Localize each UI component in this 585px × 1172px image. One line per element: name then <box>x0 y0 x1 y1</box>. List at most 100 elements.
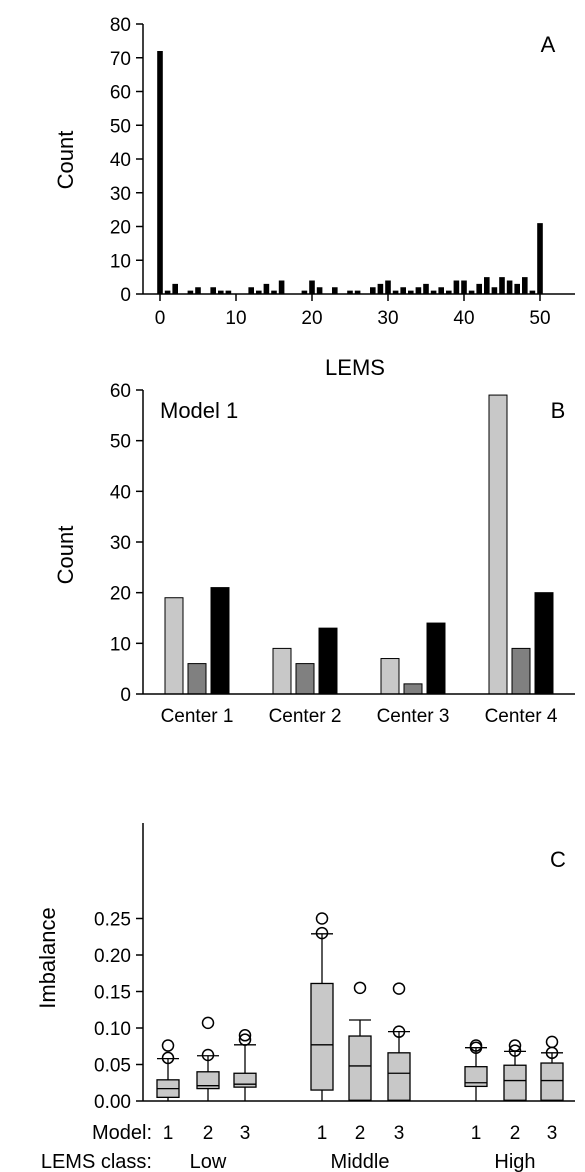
y-tick-label: 20 <box>110 218 131 239</box>
x-tick-label: 10 <box>225 308 246 329</box>
box <box>310 982 334 1091</box>
panel-b-annotation: Model 1 <box>160 398 238 423</box>
histogram-bar <box>468 290 475 294</box>
box <box>540 1062 564 1101</box>
x-tick-label: 0 <box>155 308 166 329</box>
y-tick-label: 30 <box>110 184 131 205</box>
model-label: 3 <box>240 1123 251 1144</box>
bar <box>426 622 446 695</box>
histogram-bar <box>438 287 444 294</box>
bar <box>272 647 292 695</box>
outlier-point <box>392 982 406 995</box>
histogram-bar <box>332 287 338 294</box>
histogram-bar <box>499 277 505 294</box>
box <box>233 1072 257 1088</box>
outlier-point <box>161 1039 175 1052</box>
bar <box>380 658 400 695</box>
bar <box>164 597 184 695</box>
model-label: 2 <box>203 1123 214 1144</box>
y-tick-label: 60 <box>110 83 131 104</box>
box <box>464 1066 488 1088</box>
category-label: Center 1 <box>161 706 234 727</box>
histogram-bar <box>453 280 460 294</box>
y-tick-label: 0.20 <box>94 946 131 967</box>
panel-c-boxes <box>156 912 564 1101</box>
lems-class-label: Low <box>190 1151 227 1172</box>
histogram-bar <box>529 290 536 294</box>
box <box>387 1052 411 1101</box>
histogram-bar <box>385 280 391 294</box>
histogram-bar <box>225 290 232 294</box>
outlier-point <box>201 1016 215 1030</box>
panel-a-bars <box>157 51 543 294</box>
panel-a-axes: 0 10 20 30 40 50 60 70 80 0 10 20 30 40 50 <box>110 15 575 329</box>
model-label: 1 <box>317 1123 328 1144</box>
x-tick-label: 50 <box>529 308 550 329</box>
y-tick-label: 0.05 <box>94 1056 131 1077</box>
bar <box>534 592 554 695</box>
histogram-bar <box>446 290 452 294</box>
histogram-bar <box>263 283 270 294</box>
box <box>196 1071 220 1090</box>
histogram-bar <box>278 280 285 294</box>
y-tick-label: 80 <box>110 15 131 36</box>
panel-a-label: A <box>541 32 556 57</box>
box <box>503 1064 527 1101</box>
outlier-point <box>315 912 329 925</box>
histogram-bar <box>309 280 315 294</box>
histogram-bar <box>377 283 384 294</box>
y-tick-label: 20 <box>110 584 131 605</box>
bar <box>488 394 508 695</box>
box <box>348 1035 372 1101</box>
panel-b-label: B <box>551 398 566 423</box>
panel-b-bars <box>164 394 554 695</box>
histogram-bar <box>316 287 323 294</box>
histogram-bar <box>271 290 277 294</box>
outlier-point <box>353 981 367 995</box>
category-label: Center 3 <box>377 706 450 727</box>
y-tick-label: 0 <box>120 285 131 306</box>
histogram-bar <box>195 287 201 294</box>
outlier-point <box>238 1033 252 1046</box>
lems-class-label: Middle <box>331 1151 390 1172</box>
histogram-bar <box>522 277 528 294</box>
outlier-point <box>469 1041 483 1054</box>
model-label: 3 <box>547 1123 558 1144</box>
outlier-point <box>508 1039 522 1052</box>
x-tick-label: 20 <box>301 308 322 329</box>
model-label: 3 <box>394 1123 405 1144</box>
y-tick-label: 10 <box>110 634 131 655</box>
panel-c-label: C <box>550 847 566 872</box>
panel-c-lems-class-row-label: LEMS class: <box>41 1151 152 1172</box>
histogram-bar <box>430 290 437 294</box>
panel-b-y-axis-title: Count <box>53 526 78 585</box>
model-label: 1 <box>163 1123 174 1144</box>
histogram-bar <box>506 280 513 294</box>
x-tick-label: 30 <box>377 308 398 329</box>
histogram-bar <box>423 283 429 294</box>
histogram-bar <box>370 287 376 294</box>
histogram-bar <box>210 287 216 294</box>
panel-a-histogram: 0 10 20 30 40 50 60 70 80 0 10 20 30 40 50 A LEMS Coun… <box>53 15 575 380</box>
histogram-bar <box>400 287 406 294</box>
histogram-bar <box>461 280 467 294</box>
bar <box>187 663 207 695</box>
histogram-bar <box>514 283 520 294</box>
histogram-bar <box>164 290 171 294</box>
bar <box>318 627 338 695</box>
panel-a-y-axis-title: Count <box>53 131 78 190</box>
y-tick-label: 40 <box>110 150 131 171</box>
histogram-bar <box>408 290 414 294</box>
y-tick-label: 60 <box>110 381 131 402</box>
histogram-bar <box>301 290 308 294</box>
x-tick-label: 40 <box>453 308 474 329</box>
panel-b-bar-chart: Center 1 Center 2 Center 3 Center 4 0 10 20 30 4… <box>53 381 575 727</box>
histogram-bar <box>392 290 399 294</box>
model-label: 1 <box>471 1123 482 1144</box>
bar <box>295 663 315 695</box>
y-tick-label: 0 <box>120 685 131 706</box>
histogram-bar <box>415 287 422 294</box>
category-label: Center 2 <box>269 706 342 727</box>
y-tick-label: 30 <box>110 533 131 554</box>
y-tick-label: 40 <box>110 482 131 503</box>
